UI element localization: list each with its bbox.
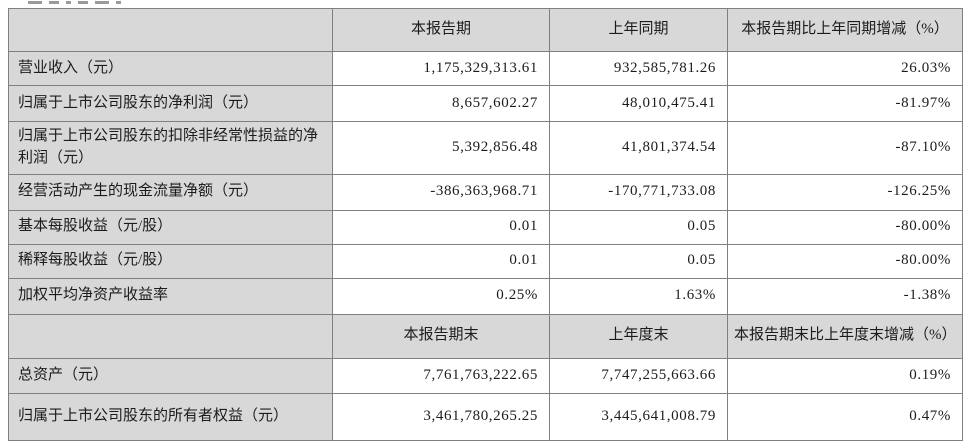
prior-period-value: -170,771,733.08 <box>549 173 728 211</box>
current-period-value: 1,175,329,313.61 <box>332 51 550 86</box>
col-header-prior-year-end: 上年度末 <box>549 313 728 359</box>
change-pct-value: -81.97% <box>727 85 963 122</box>
prior-period-value: 48,010,475.41 <box>549 85 728 122</box>
prior-period-value: 932,585,781.26 <box>549 51 728 86</box>
col-header-change-pct: 本报告期比上年同期增减（%） <box>727 8 963 52</box>
prior-period-value: 41,801,374.54 <box>549 121 728 175</box>
corner-cell <box>8 313 333 359</box>
row-label: 经营活动产生的现金流量净额（元） <box>8 173 333 211</box>
table-row-net-profit: 归属于上市公司股东的净利润（元） 8,657,602.27 48,010,475… <box>8 85 963 122</box>
table-row-operating-cash-flow: 经营活动产生的现金流量净额（元） -386,363,968.71 -170,77… <box>8 173 963 211</box>
prior-period-value: 0.05 <box>549 209 728 245</box>
current-period-value: 0.25% <box>332 277 550 315</box>
current-period-value: 0.01 <box>332 243 550 279</box>
row-label: 总资产（元） <box>8 357 333 394</box>
current-period-value: 8,657,602.27 <box>332 85 550 122</box>
row-label: 基本每股收益（元/股） <box>8 209 333 245</box>
change-pct-value: 26.03% <box>727 51 963 86</box>
table-row-weighted-avg-roe: 加权平均净资产收益率 0.25% 1.63% -1.38% <box>8 277 963 315</box>
change-pct-value: -126.25% <box>727 173 963 211</box>
current-period-value: 5,392,856.48 <box>332 121 550 175</box>
corner-cell <box>8 8 333 52</box>
section2-header-row: 本报告期末 上年度末 本报告期末比上年度末增减（%） <box>8 313 963 359</box>
current-period-value: -386,363,968.71 <box>332 173 550 211</box>
row-label: 归属于上市公司股东的扣除非经常性损益的净利润（元） <box>8 121 333 175</box>
prior-period-value: 1.63% <box>549 277 728 315</box>
clipped-text-fragment <box>28 1 268 5</box>
table-row-net-profit-excl-nonrecurring: 归属于上市公司股东的扣除非经常性损益的净利润（元） 5,392,856.48 4… <box>8 121 963 175</box>
col-header-prior-period: 上年同期 <box>549 8 728 52</box>
col-header-period-end: 本报告期末 <box>332 313 550 359</box>
row-label: 加权平均净资产收益率 <box>8 277 333 315</box>
prior-period-value: 0.05 <box>549 243 728 279</box>
row-label: 归属于上市公司股东的净利润（元） <box>8 85 333 122</box>
change-pct-value: 0.19% <box>727 357 963 394</box>
table-row-diluted-eps: 稀释每股收益（元/股） 0.01 0.05 -80.00% <box>8 243 963 279</box>
change-pct-value: -80.00% <box>727 209 963 245</box>
col-header-current-period: 本报告期 <box>332 8 550 52</box>
change-pct-value: -87.10% <box>727 121 963 175</box>
period-end-value: 7,761,763,222.65 <box>332 357 550 394</box>
table-row-total-assets: 总资产（元） 7,761,763,222.65 7,747,255,663.66… <box>8 357 963 394</box>
change-pct-value: 0.47% <box>727 392 963 441</box>
current-period-value: 0.01 <box>332 209 550 245</box>
change-pct-value: -80.00% <box>727 243 963 279</box>
prior-year-end-value: 7,747,255,663.66 <box>549 357 728 394</box>
prior-year-end-value: 3,445,641,008.79 <box>549 392 728 441</box>
period-end-value: 3,461,780,265.25 <box>332 392 550 441</box>
row-label: 稀释每股收益（元/股） <box>8 243 333 279</box>
table-row-operating-revenue: 营业收入（元） 1,175,329,313.61 932,585,781.26 … <box>8 51 963 86</box>
col-header-end-change-pct: 本报告期末比上年度末增减（%） <box>727 313 963 359</box>
table-row-basic-eps: 基本每股收益（元/股） 0.01 0.05 -80.00% <box>8 209 963 245</box>
row-label: 归属于上市公司股东的所有者权益（元） <box>8 392 333 441</box>
table-row-equity-attributable: 归属于上市公司股东的所有者权益（元） 3,461,780,265.25 3,44… <box>8 392 963 441</box>
row-label: 营业收入（元） <box>8 51 333 86</box>
change-pct-value: -1.38% <box>727 277 963 315</box>
section1-header-row: 本报告期 上年同期 本报告期比上年同期增减（%） <box>8 8 963 52</box>
financial-summary-table: 本报告期 上年同期 本报告期比上年同期增减（%） 营业收入（元） 1,175,3… <box>8 8 963 441</box>
